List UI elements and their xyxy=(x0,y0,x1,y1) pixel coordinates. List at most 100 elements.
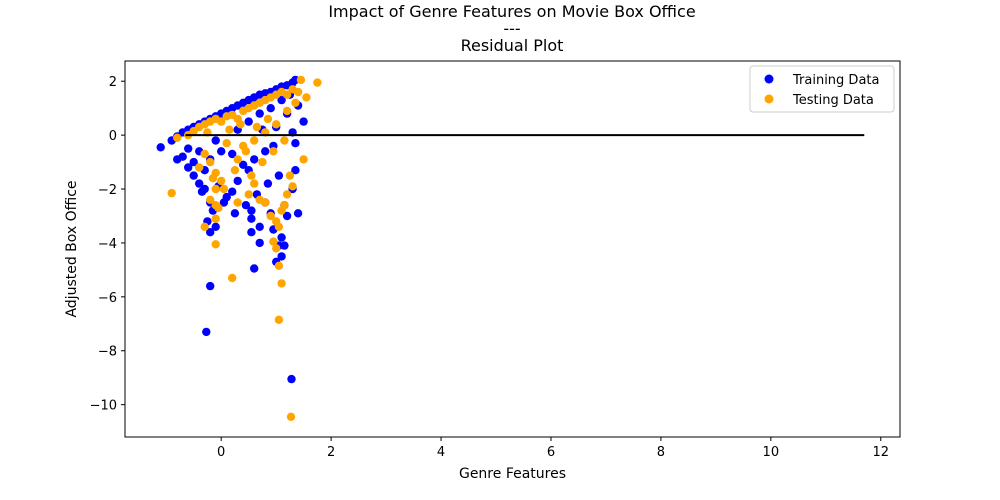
data-point xyxy=(225,125,234,134)
x-tick-label: 0 xyxy=(217,445,225,460)
chart-title-line: Impact of Genre Features on Movie Box Of… xyxy=(328,2,695,21)
data-point xyxy=(274,315,284,324)
y-tick-label: −6 xyxy=(98,291,117,306)
data-point xyxy=(299,117,308,126)
series-testing xyxy=(167,75,322,421)
data-point xyxy=(239,160,248,169)
x-axis-label: Genre Features xyxy=(459,466,566,482)
data-point xyxy=(302,93,311,102)
data-point xyxy=(202,327,211,337)
y-tick-label: 2 xyxy=(109,75,117,90)
data-point xyxy=(288,182,297,191)
data-point xyxy=(208,174,218,183)
legend-marker xyxy=(764,74,774,84)
data-point xyxy=(233,176,242,186)
data-point xyxy=(250,179,259,188)
data-point xyxy=(269,147,278,156)
data-point xyxy=(228,273,237,283)
data-point xyxy=(195,179,204,188)
data-point xyxy=(280,241,289,250)
data-point xyxy=(173,155,182,164)
plot-area xyxy=(156,75,865,421)
series-training xyxy=(156,75,308,384)
y-axis-label: Adjusted Box Office xyxy=(64,180,80,317)
data-point xyxy=(173,133,182,142)
data-point xyxy=(211,222,220,231)
data-point xyxy=(211,184,220,194)
axes-frame xyxy=(124,60,901,438)
y-tick-label: −4 xyxy=(98,237,117,252)
data-point xyxy=(206,228,215,237)
data-point xyxy=(282,106,292,116)
data-point xyxy=(274,171,284,180)
data-point xyxy=(206,157,215,167)
data-point xyxy=(282,190,292,199)
data-point xyxy=(200,222,209,231)
y-tick-label: −2 xyxy=(98,183,117,198)
data-point xyxy=(261,198,270,207)
data-point xyxy=(211,240,220,249)
data-point xyxy=(206,281,215,291)
axis-ticks: 0 2 4 6 8 10 12 2 0 −2 −4 −6 −8 −10 xyxy=(90,75,889,460)
data-point xyxy=(228,149,237,159)
data-point xyxy=(244,190,253,199)
y-tick-label: 0 xyxy=(109,129,117,144)
data-point xyxy=(200,184,209,194)
x-tick-label: 2 xyxy=(327,445,335,460)
data-point xyxy=(282,90,292,99)
data-point xyxy=(263,179,273,188)
data-point xyxy=(217,176,226,186)
data-point xyxy=(211,214,220,223)
data-point xyxy=(214,203,223,213)
data-point xyxy=(277,233,286,242)
data-point xyxy=(261,147,270,156)
data-point xyxy=(280,201,289,210)
data-point xyxy=(258,157,267,167)
data-point xyxy=(230,209,240,218)
data-point xyxy=(250,155,259,164)
data-point xyxy=(277,252,286,261)
legend-label: Testing Data xyxy=(792,93,874,108)
data-point xyxy=(195,163,204,172)
data-point xyxy=(269,237,278,246)
data-point xyxy=(247,228,256,237)
data-point xyxy=(252,122,262,132)
data-point xyxy=(255,109,264,118)
x-tick-label: 8 xyxy=(657,445,665,460)
data-point xyxy=(219,184,229,194)
data-point xyxy=(293,87,303,97)
data-point xyxy=(282,211,292,221)
data-point xyxy=(277,279,286,288)
data-point xyxy=(299,155,308,164)
data-point xyxy=(233,198,242,207)
data-point xyxy=(189,171,198,180)
data-point xyxy=(184,144,193,153)
x-tick-label: 6 xyxy=(547,445,555,460)
data-point xyxy=(291,166,300,175)
x-tick-label: 4 xyxy=(437,445,445,460)
data-point xyxy=(236,120,245,129)
data-point xyxy=(286,412,296,421)
data-point xyxy=(219,198,229,207)
data-point xyxy=(230,166,240,175)
data-point xyxy=(287,374,296,384)
chart-title-line: Residual Plot xyxy=(461,36,564,55)
data-point xyxy=(291,139,300,148)
data-point xyxy=(247,214,256,223)
data-point xyxy=(250,264,259,273)
chart-title: Impact of Genre Features on Movie Box Of… xyxy=(328,2,695,55)
y-tick-label: −8 xyxy=(98,345,117,360)
data-point xyxy=(228,187,237,196)
data-point xyxy=(293,209,303,218)
data-point xyxy=(184,163,193,172)
data-point xyxy=(241,147,251,156)
data-point xyxy=(211,136,220,145)
data-point xyxy=(277,95,286,105)
data-point xyxy=(247,171,256,180)
data-point xyxy=(217,117,226,126)
data-point xyxy=(266,104,275,113)
data-point xyxy=(266,211,275,221)
data-point xyxy=(280,136,289,145)
data-point xyxy=(222,139,231,148)
